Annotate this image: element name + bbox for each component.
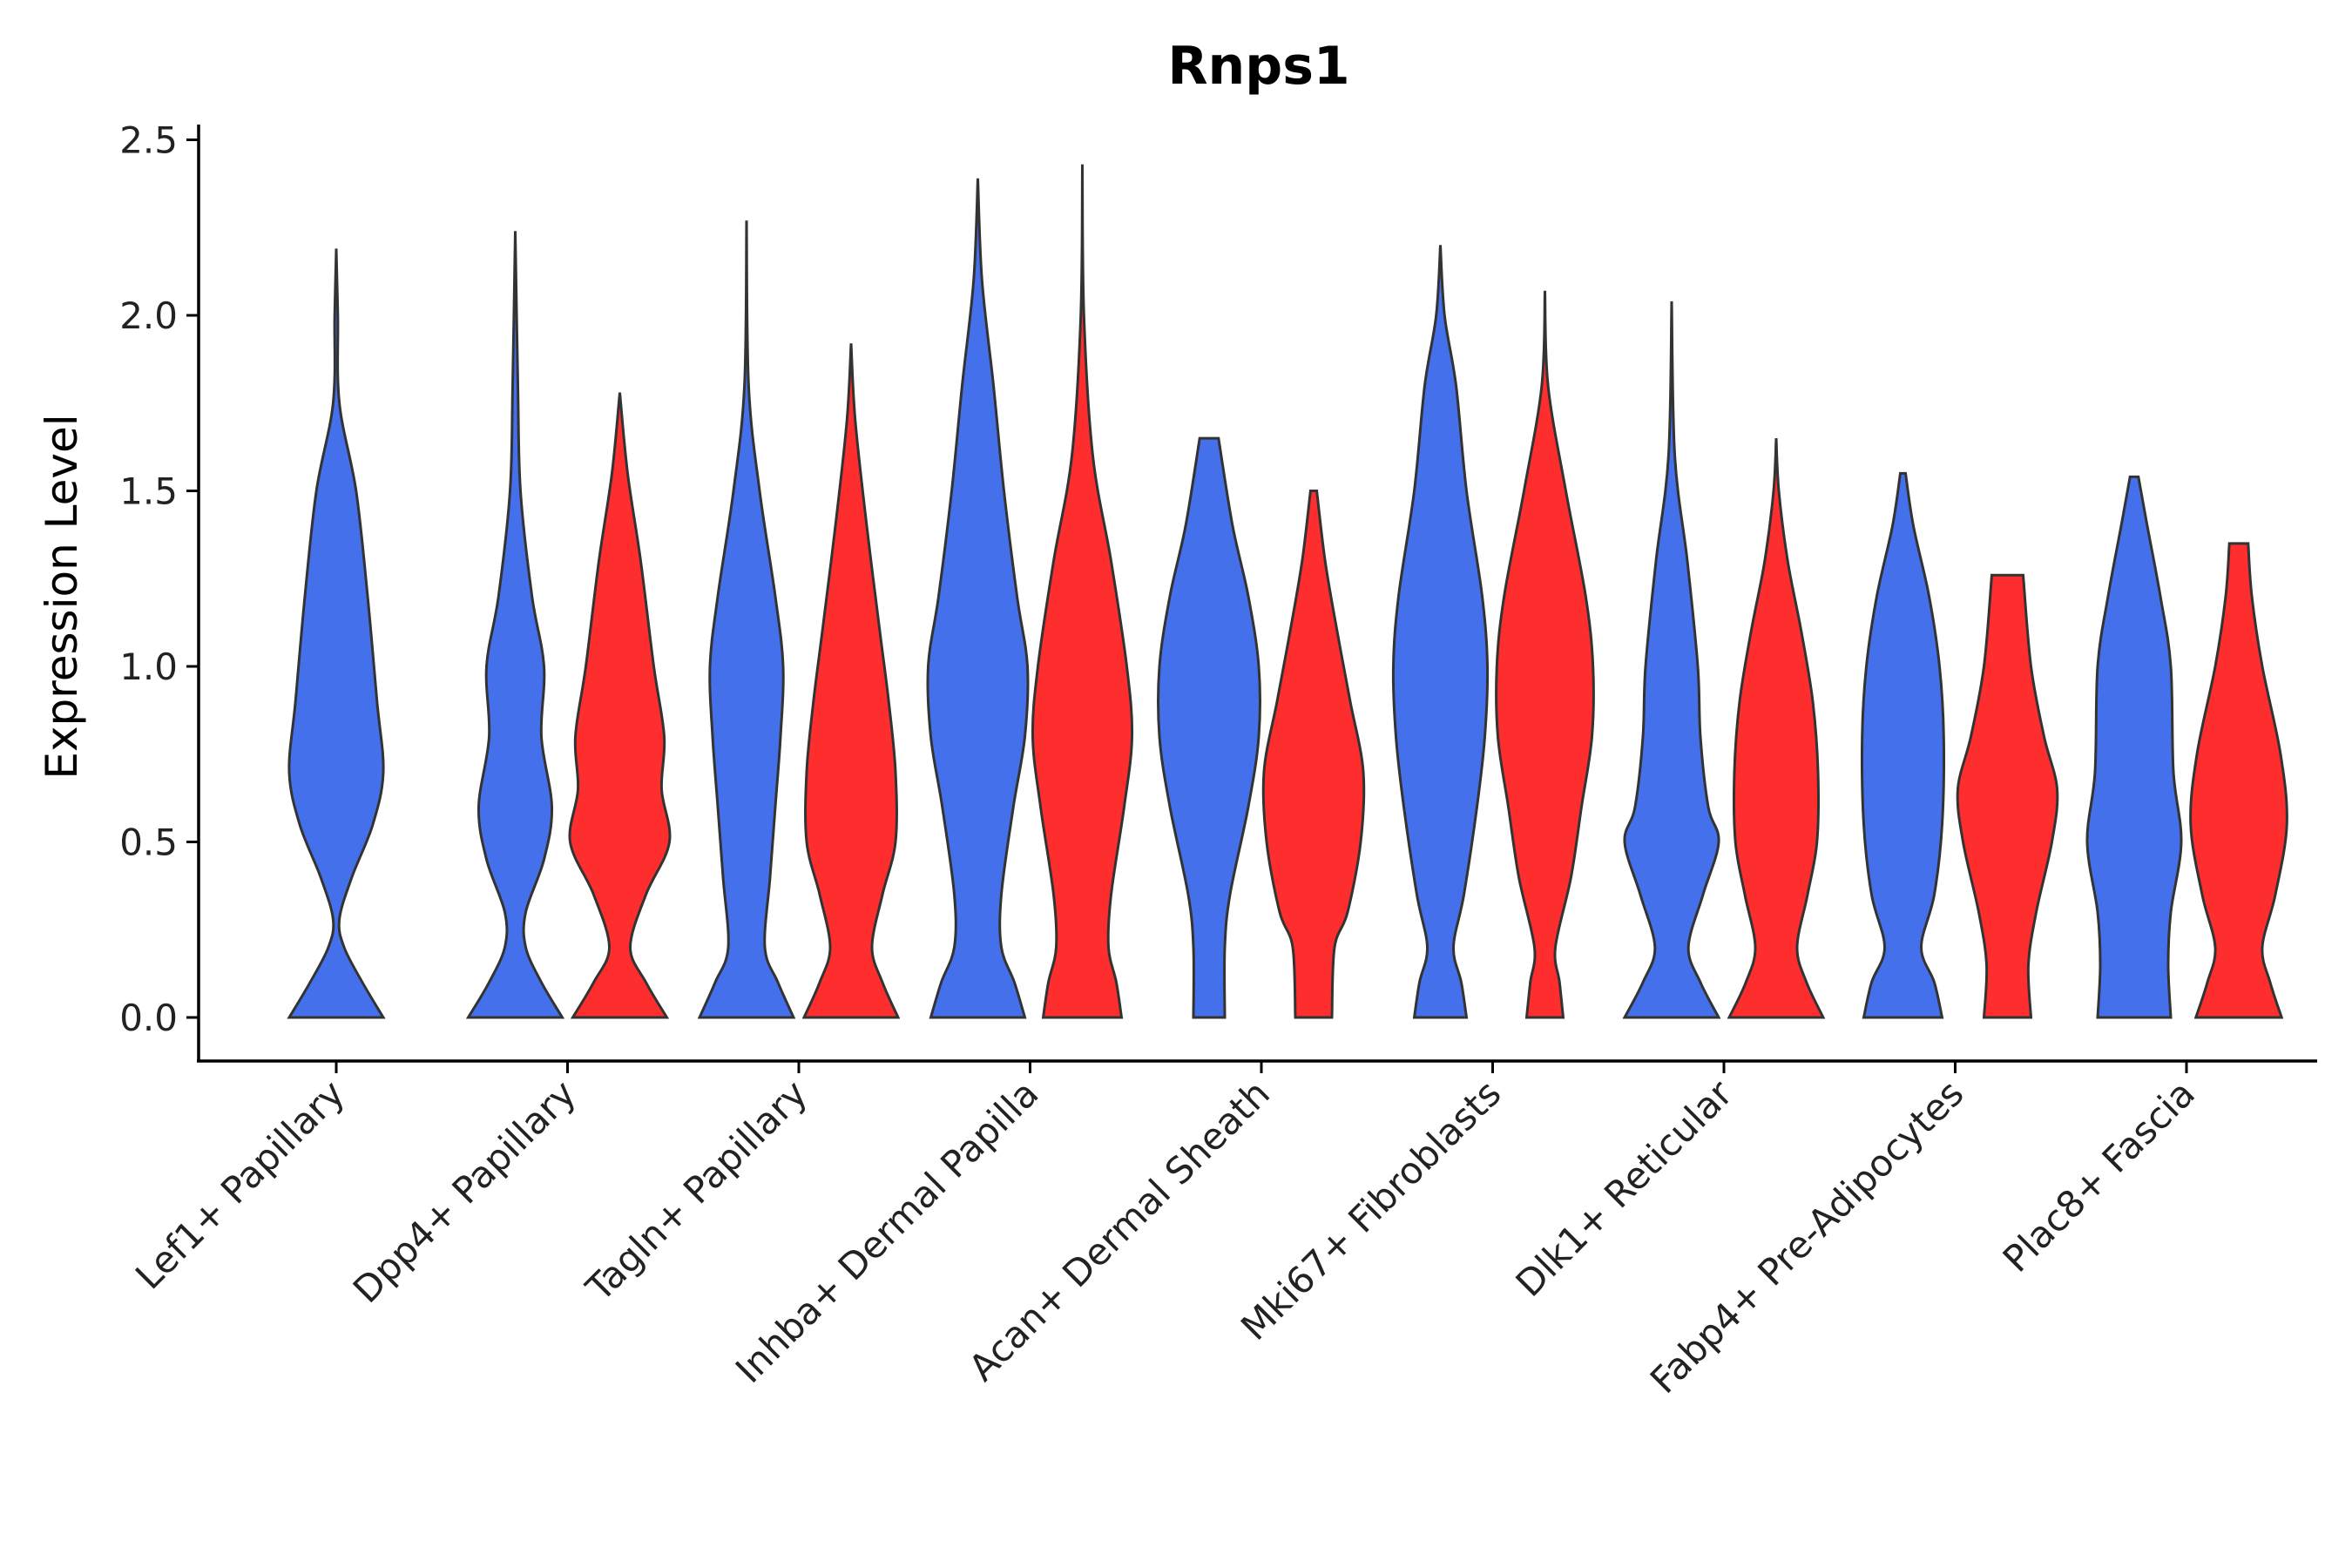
y-axis-label: Expression Level (37, 414, 87, 779)
violin-red (568, 392, 672, 1019)
violin-blue (1622, 301, 1721, 1019)
x-tick-label: Dlk1+ Reticular (1508, 1071, 1741, 1305)
x-tick-label: Dpp4+ Papillary (345, 1071, 585, 1311)
violin-red (1956, 573, 2059, 1019)
y-tick-label: 1.5 (119, 470, 178, 513)
x-tick-label: Lef1+ Papillary (127, 1071, 353, 1297)
y-ticks: 0.0 0.5 1.0 1.5 2.0 2.5 (119, 119, 199, 1039)
x-tick-label: Plac8+ Fascia (1995, 1071, 2203, 1280)
violin-blue (1391, 245, 1490, 1019)
y-tick-label: 2.0 (119, 294, 178, 337)
violin-blue (697, 220, 796, 1019)
violin-blue (287, 248, 386, 1019)
violin-blue (926, 178, 1030, 1019)
violin-blue (1157, 436, 1261, 1019)
violin-red (1727, 438, 1826, 1019)
violin-blue (2085, 475, 2183, 1019)
x-tick-label: Mki67+ Fibroblasts (1233, 1071, 1509, 1348)
violin-red (2189, 542, 2288, 1019)
violin-red (1261, 490, 1366, 1019)
violin-layer (287, 164, 2288, 1019)
violin-blue (1861, 471, 1945, 1019)
y-tick-label: 0.0 (119, 997, 178, 1039)
y-tick-label: 0.5 (119, 821, 178, 864)
y-tick-label: 2.5 (119, 119, 178, 162)
chart-title: Rnps1 (1167, 36, 1349, 97)
violin-blue (465, 231, 565, 1019)
violin-red (1031, 164, 1134, 1019)
violin-red (1495, 290, 1595, 1019)
x-tick-label: Tagln+ Papillary (578, 1071, 815, 1309)
axes-layer (197, 125, 2317, 1063)
violin-red (801, 343, 901, 1019)
y-tick-label: 1.0 (119, 645, 178, 688)
